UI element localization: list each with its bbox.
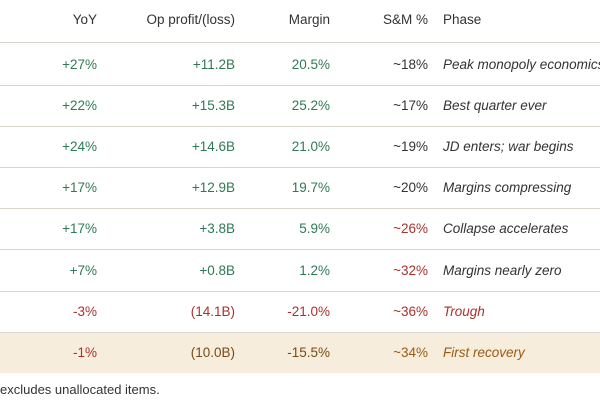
cell-margin: 19.7% xyxy=(291,180,330,196)
cell-op-profit: (10.0B) xyxy=(190,344,235,360)
cell-margin: 5.9% xyxy=(299,221,330,237)
cell-phase: Peak monopoly economics xyxy=(443,57,600,72)
cell-phase: Margins compressing xyxy=(443,180,572,196)
cell-margin: 20.5% xyxy=(291,57,330,72)
cell-sm-pct: ~36% xyxy=(393,303,428,319)
header-yoy: YoY xyxy=(72,12,97,27)
cell-yoy: -3% xyxy=(72,303,97,319)
cell-sm-pct: ~26% xyxy=(393,221,428,237)
cell-yoy: +24% xyxy=(62,139,97,155)
row-rule xyxy=(0,126,600,127)
cell-yoy: -1% xyxy=(72,344,97,360)
cell-op-profit: +3.8B xyxy=(199,221,235,237)
highlight-row xyxy=(0,332,600,373)
cell-sm-pct: ~18% xyxy=(393,57,428,72)
row-rule xyxy=(0,249,600,250)
cell-op-profit: +11.2B xyxy=(192,57,235,72)
header-sm-pct: S&M % xyxy=(382,12,428,27)
cell-op-profit: +15.3B xyxy=(191,98,235,114)
cell-yoy: +17% xyxy=(62,221,97,237)
cell-op-profit: +0.8B xyxy=(199,262,235,278)
cell-op-profit: (14.1B) xyxy=(190,303,235,319)
cell-margin: -21.0% xyxy=(287,303,330,319)
cell-sm-pct: ~19% xyxy=(393,139,428,155)
cell-sm-pct: ~17% xyxy=(393,98,428,114)
cell-sm-pct: ~34% xyxy=(393,344,428,360)
footnote: excludes unallocated items. xyxy=(0,382,160,397)
cell-sm-pct: ~32% xyxy=(393,262,428,278)
cell-op-profit: +14.6B xyxy=(191,139,235,155)
cell-margin: 1.2% xyxy=(299,262,330,278)
cell-yoy: +22% xyxy=(62,98,97,114)
row-rule xyxy=(0,167,600,168)
row-rule xyxy=(0,332,600,333)
cell-phase: Margins nearly zero xyxy=(443,262,562,278)
row-rule xyxy=(0,208,600,209)
header-rule xyxy=(0,42,600,43)
cell-yoy: +7% xyxy=(69,262,97,278)
cell-phase: Collapse accelerates xyxy=(443,221,569,237)
cell-margin: 25.2% xyxy=(291,98,330,114)
cell-yoy: +27% xyxy=(62,57,97,72)
header-phase: Phase xyxy=(443,12,482,27)
cell-op-profit: +12.9B xyxy=(191,180,235,196)
row-rule xyxy=(0,85,600,86)
cell-phase: Best quarter ever xyxy=(443,98,547,114)
cell-phase: JD enters; war begins xyxy=(443,139,574,155)
cell-margin: -15.5% xyxy=(287,344,330,360)
cell-sm-pct: ~20% xyxy=(393,180,428,196)
row-rule xyxy=(0,291,600,292)
header-op-profit: Op profit/(loss) xyxy=(146,12,235,27)
cell-phase: First recovery xyxy=(443,344,525,360)
header-margin: Margin xyxy=(288,12,330,27)
cell-margin: 21.0% xyxy=(291,139,330,155)
cell-yoy: +17% xyxy=(62,180,97,196)
cell-phase: Trough xyxy=(443,303,485,319)
